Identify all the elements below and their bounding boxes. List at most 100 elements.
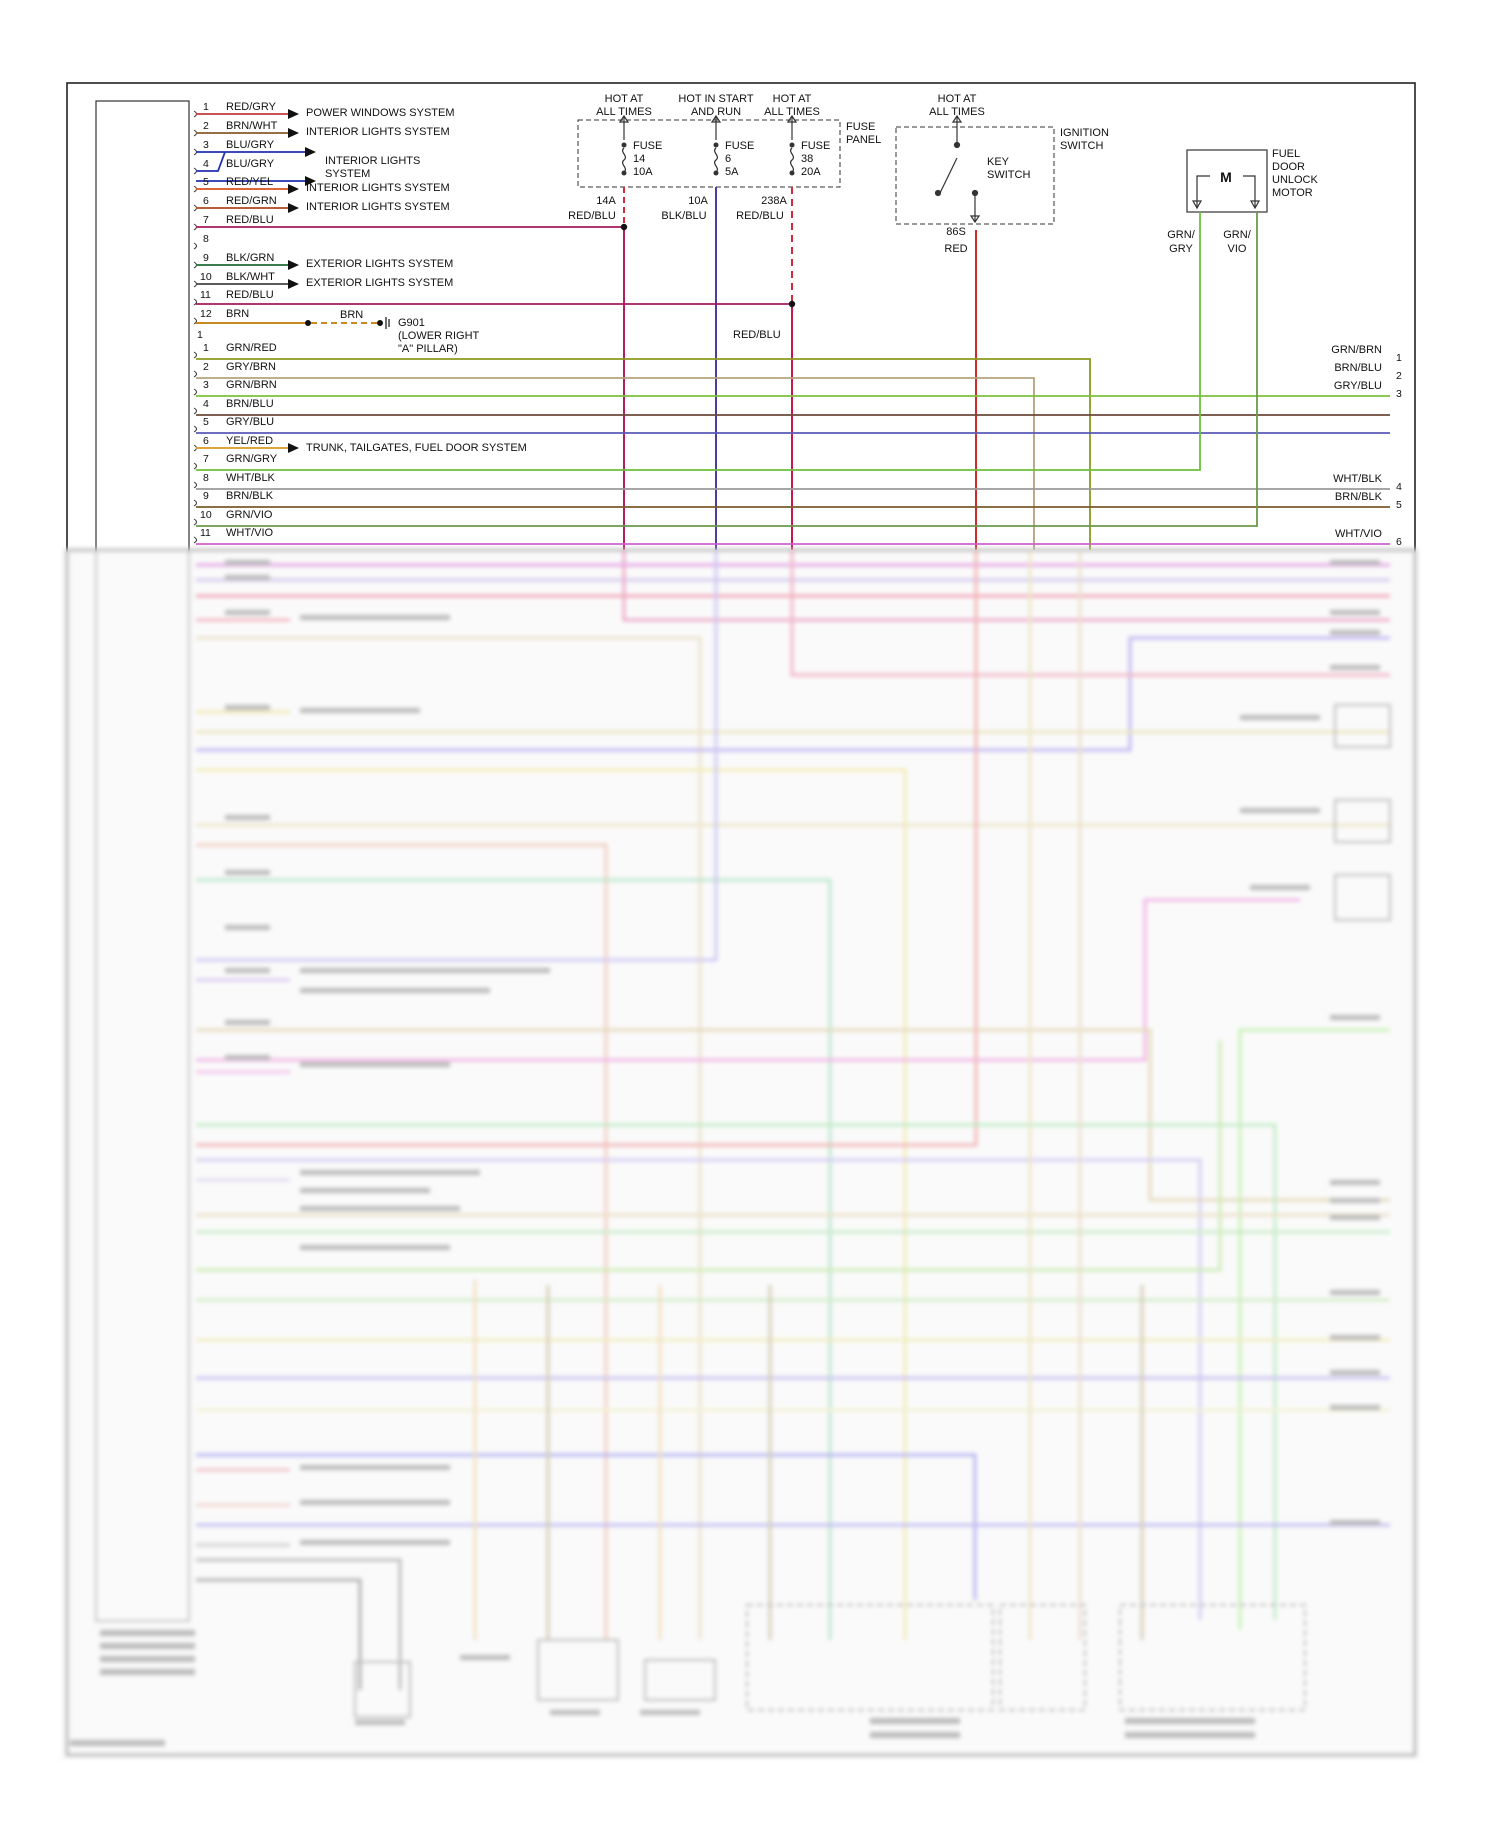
pin-bracket [193, 298, 197, 306]
pin-destination-label: EXTERIOR LIGHTS SYSTEM [306, 258, 453, 270]
pin-wire-label: RED/GRN [226, 195, 277, 207]
connector2-first-pin: 1 [197, 329, 203, 341]
motor-left-wire-label: GRN/GRY [1167, 229, 1195, 255]
pin-number: 11 [200, 289, 211, 301]
pin-row-12: 12 BRN [193, 308, 249, 325]
pin-number: 1 [203, 101, 209, 113]
pin-wire-label: BLU/GRY [226, 158, 275, 170]
pin-wire-label: RED/BLU [226, 289, 274, 301]
output-wire-label: WHT/VIO [1335, 528, 1382, 540]
pin-wire-label: BLK/GRN [226, 252, 274, 264]
pin2-row-2: 2 GRY/BRN [193, 361, 1035, 550]
pin-number: 10 [200, 271, 212, 283]
pin-row-9: 9 BLK/GRN EXTERIOR LIGHTS SYSTEM [193, 252, 453, 270]
pin2-row-1: 1 GRN/RED [193, 342, 1091, 550]
pin2-row-4: 4 BRN/BLU [193, 398, 1390, 416]
pin-wire-label: GRN/VIO [226, 509, 273, 521]
pin-wire-label: RED/BLU [226, 214, 274, 226]
connector-pins-second: 1 GRN/RED 2 GRY/BRN 3 GRN/BRN 4 BRN/BLU 5 GRY/BLU… [193, 212, 1390, 550]
ignition-node-label: 86S [946, 226, 966, 238]
pin2-row-11: 11 WHT/VIO [193, 527, 1390, 545]
pin-wire-label: GRN/RED [226, 342, 277, 354]
fuse-wire-label: BLK/BLU [661, 210, 706, 222]
pin-destination-label: EXTERIOR LIGHTS SYSTEM [306, 277, 453, 289]
pin-row-7: 7 RED/BLU [193, 214, 628, 231]
fuse-terminal [789, 170, 795, 176]
pin-wire-label: BRN [226, 308, 249, 320]
pin-wire-label: GRN/BRN [226, 379, 277, 391]
pin-row-3: 3 BLU/GRY [193, 139, 316, 157]
fuse-terminal [789, 142, 795, 148]
fuse-icon [621, 147, 627, 173]
fuse-node-label: 10A [688, 195, 708, 207]
pin-wire-label: RED/GRY [226, 101, 277, 113]
pin-number: 9 [203, 252, 209, 264]
right-output-wires: GRN/BRN 1 BRN/BLU 2 GRY/BLU 3 WHT/BLK 4 BRN/BLK 5… [1331, 344, 1402, 548]
pin-wire-label: RED/YEL [226, 176, 273, 188]
fuse-terminal [621, 170, 627, 176]
fuse-arrow [786, 114, 798, 123]
ground-label: G901 (LOWER RIGHT "A" PILLAR) [398, 317, 480, 355]
pin2-row-10: 10 GRN/VIO [193, 212, 1258, 527]
pin-row-1: 1 RED/GRY POWER WINDOWS SYSTEM [193, 101, 455, 119]
red-blu-label: RED/BLU [733, 329, 781, 341]
pin-destination-label: INTERIOR LIGHTS SYSTEM [325, 155, 420, 180]
pin-row-2: 2 BRN/WHT INTERIOR LIGHTS SYSTEM [193, 120, 450, 138]
obscured-lower-region [60, 548, 1420, 1760]
pin-wire [196, 358, 1091, 550]
pin-bracket [193, 351, 197, 359]
pin-number: 5 [203, 176, 209, 188]
output-wire-label: GRY/BLU [1334, 380, 1382, 392]
output-wire-label: WHT/BLK [1333, 473, 1383, 485]
pin-wire-label: BLU/GRY [226, 139, 275, 151]
pin2-row-3: 3 GRN/BRN [193, 379, 1390, 397]
pin-bracket [193, 370, 197, 378]
output-number: 4 [1396, 481, 1402, 493]
pin-wire-label: WHT/VIO [226, 527, 273, 539]
pin-arrow [305, 176, 316, 186]
splice-dot [788, 300, 796, 308]
pin-destination-label: POWER WINDOWS SYSTEM [306, 107, 455, 119]
pin-arrow [288, 109, 299, 119]
key-switch-label: KEY SWITCH [987, 156, 1030, 181]
pin-wire-label: GRY/BRN [226, 361, 276, 373]
fuse-panel-label: FUSE PANEL [846, 121, 881, 146]
fuel-door-motor-label: FUEL DOOR UNLOCK MOTOR [1272, 148, 1319, 199]
pin-row-6: 6 RED/GRN INTERIOR LIGHTS SYSTEM [193, 195, 450, 213]
ignition-wire-label: RED [944, 243, 967, 255]
pin-destination-label: TRUNK, TAILGATES, FUEL DOOR SYSTEM [306, 442, 527, 454]
pin-wire-label: WHT/BLK [226, 472, 276, 484]
pin-wire [196, 377, 1035, 550]
pin-number: 3 [203, 379, 209, 391]
pin-arrow [288, 279, 299, 289]
pin-wire-label: GRN/GRY [226, 453, 278, 465]
pin-row-4: 4 BLU/GRY [193, 151, 316, 186]
ground-g901 [196, 317, 390, 329]
fuse-arrow [710, 114, 722, 123]
key-switch-symbol [934, 114, 981, 224]
pin2-row-8: 8 WHT/BLK [193, 472, 1390, 490]
pin-arrow [305, 147, 316, 157]
fuse-terminal [713, 170, 719, 176]
pin-bracket [193, 425, 197, 433]
ground-wire-label: BRN [340, 309, 363, 321]
pin-bracket [193, 242, 197, 250]
motor-symbol-letter: M [1220, 169, 1232, 185]
pin-row-5: 5 RED/YEL INTERIOR LIGHTS SYSTEM [193, 176, 450, 194]
pin-bracket [193, 499, 197, 507]
pin2-row-5: 5 GRY/BLU [193, 416, 1390, 434]
fuse-node-label: 14A [596, 195, 616, 207]
pin-row-11: 11 RED/BLU [193, 289, 796, 308]
output-number: 3 [1396, 388, 1402, 400]
pin-number: 5 [203, 416, 209, 428]
pin-wire-label: GRY/BLU [226, 416, 274, 428]
pin2-row-6: 6 YEL/RED TRUNK, TAILGATES, FUEL DOOR SYST… [193, 435, 527, 454]
pin2-row-9: 9 BRN/BLK [193, 490, 1390, 508]
pin-arrow [288, 203, 299, 213]
pin-number: 8 [203, 472, 209, 484]
pin-number: 4 [203, 398, 209, 410]
pin-destination-label: INTERIOR LIGHTS SYSTEM [306, 126, 450, 138]
pin-arrow [288, 260, 299, 270]
pin-wire-label: BRN/WHT [226, 120, 278, 132]
pin-number: 11 [200, 527, 211, 539]
